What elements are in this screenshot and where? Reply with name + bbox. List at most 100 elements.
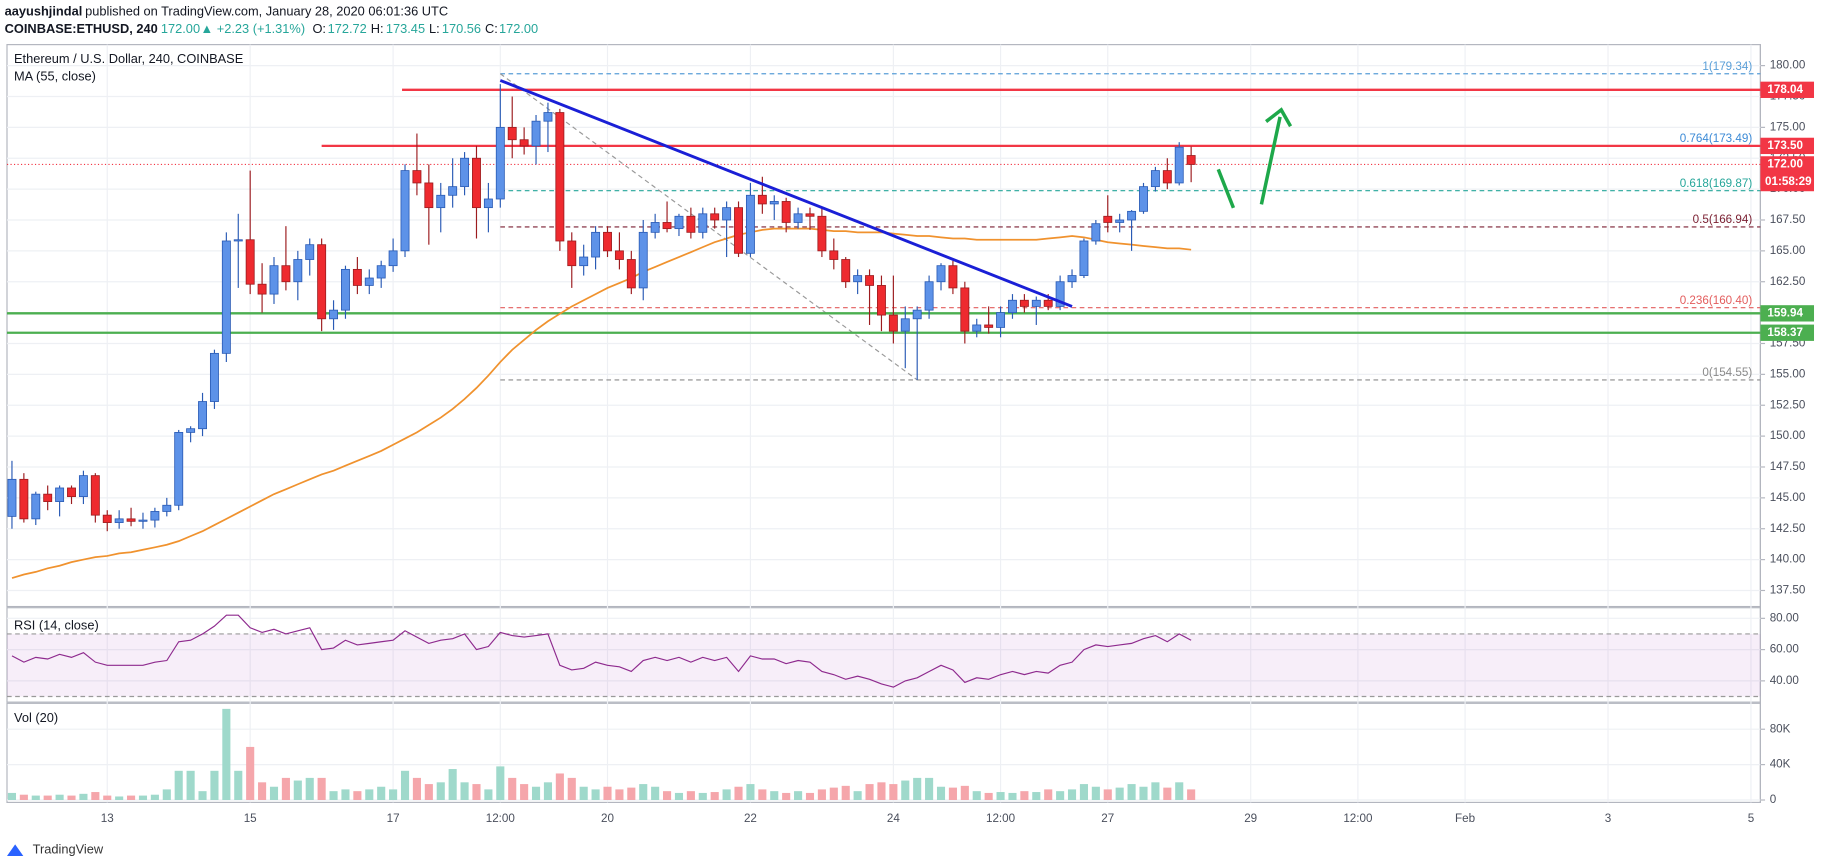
- candle-body: [102, 514, 112, 523]
- candle-body: [543, 112, 553, 122]
- fib-label: 0.236(160.40): [1680, 294, 1753, 307]
- x-tick-label: 27: [1101, 812, 1114, 825]
- candle-body: [924, 281, 934, 311]
- volume-bar: [472, 784, 481, 801]
- candle-body: [769, 201, 779, 205]
- candle-body: [519, 139, 529, 147]
- volume-bar: [579, 786, 588, 801]
- candle-body: [626, 259, 636, 289]
- volume-bar: [67, 795, 76, 801]
- candle-body: [865, 275, 875, 286]
- candle-body: [948, 265, 958, 289]
- volume-bar: [663, 791, 672, 801]
- volume-bar: [1067, 789, 1077, 801]
- candle-body: [257, 283, 267, 295]
- ohlc-key: C:: [485, 21, 498, 36]
- candle-body: [757, 194, 767, 205]
- volume-legend: Vol (20): [14, 710, 58, 725]
- y-tick-label: 155.00: [1770, 367, 1806, 380]
- candle-body: [341, 268, 350, 311]
- candle-body: [805, 213, 815, 217]
- x-tick-label: 24: [887, 812, 900, 825]
- candle-body: [1031, 299, 1041, 307]
- candle-body: [436, 194, 446, 209]
- x-tick-label: 20: [601, 812, 614, 825]
- price: 172.00: [161, 21, 200, 36]
- x-tick-label: 22: [744, 812, 757, 825]
- volume-bar: [984, 792, 993, 801]
- x-tick-label: 12:00: [486, 812, 516, 825]
- candle-body: [126, 518, 136, 522]
- volume-bar: [174, 770, 183, 801]
- volume-bar: [91, 792, 100, 801]
- volume-bar: [1032, 792, 1041, 801]
- x-tick-label: 13: [101, 812, 114, 825]
- x-tick-label: 12:00: [1343, 812, 1373, 825]
- y-tick-label: 167.50: [1770, 213, 1806, 226]
- volume-bar: [55, 794, 64, 801]
- candle-body: [329, 309, 339, 320]
- volume-bar: [246, 746, 255, 801]
- volume-bar: [615, 789, 624, 801]
- y-tick-label: 142.50: [1770, 522, 1806, 535]
- volume-bar: [138, 795, 148, 801]
- chart-title: Ethereum / U.S. Dollar, 240, COINBASE: [14, 51, 243, 66]
- candle-body: [1055, 281, 1065, 307]
- y-tick-label: 150.00: [1770, 429, 1806, 442]
- price-box-label: 173.50: [1767, 139, 1803, 152]
- volume-bar: [448, 769, 457, 801]
- candle-body: [734, 207, 743, 254]
- brand: TradingView: [33, 842, 104, 857]
- volume-bar: [531, 786, 541, 801]
- candle-body: [888, 314, 898, 332]
- candle-body: [31, 493, 41, 520]
- candle-body: [722, 207, 732, 221]
- volume-bar: [186, 770, 195, 801]
- candle-body: [1162, 170, 1172, 184]
- volume-bar: [1103, 789, 1112, 801]
- candle-body: [567, 240, 577, 267]
- x-tick-label: 17: [387, 812, 400, 825]
- candle-body: [793, 213, 803, 223]
- volume-bar: [555, 773, 564, 801]
- candle-body: [495, 126, 505, 200]
- price-box-label: 172.00: [1767, 157, 1803, 170]
- fib-diagonal: [499, 73, 918, 381]
- volume-bar: [865, 784, 874, 801]
- candle-body: [603, 231, 612, 252]
- change: ▲ +2.23 (+1.31%): [201, 21, 306, 36]
- y-tick-label: 40K: [1770, 758, 1791, 771]
- symbol: COINBASE:ETHUSD, 240: [5, 21, 158, 36]
- candle-body: [293, 259, 303, 283]
- candle-body: [412, 170, 422, 184]
- volume-bar: [805, 792, 815, 801]
- candle-body: [1186, 155, 1196, 165]
- volume-bar: [293, 780, 302, 801]
- rsi-legend: RSI (14, close): [14, 618, 99, 633]
- volume-bar: [758, 789, 767, 801]
- volume-bar: [567, 777, 576, 801]
- volume-bar: [543, 782, 552, 801]
- candle-body: [233, 239, 243, 242]
- candle-body: [55, 487, 65, 502]
- candle-body: [245, 239, 255, 285]
- volume-bar: [43, 795, 52, 801]
- volume-bar: [19, 794, 28, 801]
- volume-bar: [829, 787, 838, 801]
- fib-label: 0.764(173.49): [1680, 132, 1753, 145]
- price-box-label: 178.04: [1767, 83, 1803, 96]
- rsi-band: [6, 633, 1761, 697]
- candle-body: [352, 268, 362, 286]
- candle-body: [1103, 215, 1113, 223]
- candle-body: [198, 401, 207, 430]
- candle-body: [281, 265, 291, 283]
- volume-bar: [746, 784, 755, 801]
- x-tick-label: 3: [1605, 812, 1611, 825]
- volume-bar: [1056, 791, 1065, 801]
- volume-bar: [972, 791, 981, 801]
- volume-bar: [329, 791, 338, 801]
- volume-bar: [1163, 787, 1172, 801]
- candle-body: [912, 309, 922, 320]
- candle-body: [162, 504, 172, 512]
